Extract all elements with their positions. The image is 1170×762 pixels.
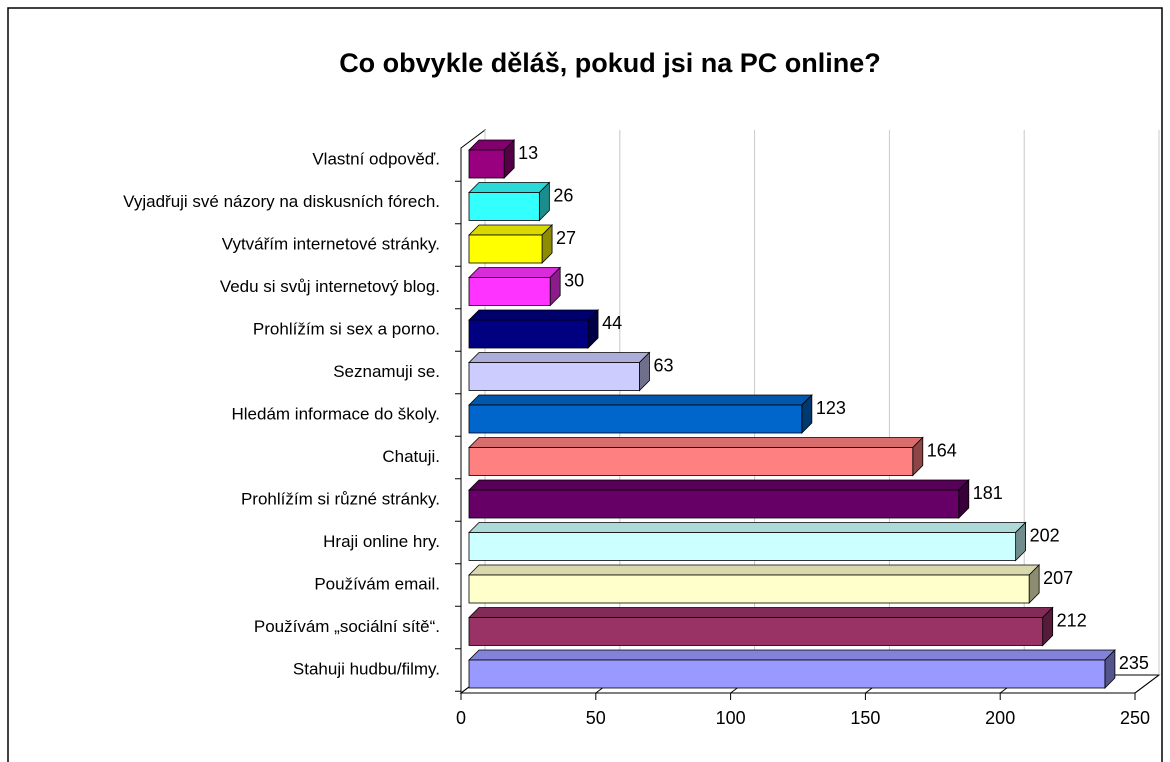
bar-front	[468, 234, 543, 264]
bar-top	[468, 649, 1116, 661]
bar	[468, 139, 516, 179]
bar	[468, 351, 651, 392]
y-tick-label: Používám email.	[314, 574, 440, 593]
bar	[468, 309, 600, 349]
bar-top	[468, 607, 1054, 618]
value-label: 164	[927, 440, 957, 460]
bar-top	[468, 352, 651, 363]
value-label: 30	[564, 270, 584, 290]
bar	[468, 394, 813, 434]
bar-front	[468, 532, 1017, 561]
bar	[468, 649, 1116, 689]
value-label: 181	[973, 483, 1003, 503]
bar-top	[468, 437, 924, 448]
value-label: 63	[653, 355, 673, 375]
value-label: 207	[1043, 568, 1073, 588]
bar-front	[468, 277, 551, 306]
bar-top	[468, 182, 551, 193]
value-label: 44	[602, 313, 622, 333]
y-tick-label: Používám „sociální sítě“.	[254, 617, 440, 636]
x-tick-label: 0	[456, 708, 466, 728]
bar	[468, 564, 1041, 604]
bar	[468, 479, 970, 519]
bar-front	[468, 489, 960, 519]
value-label: 27	[556, 228, 576, 248]
bar-front	[468, 319, 589, 349]
chart-title: Co obvykle děláš, pokud jsi na PC online…	[339, 48, 881, 78]
value-label: 13	[518, 143, 538, 163]
x-tick-label: 200	[985, 708, 1015, 728]
floor-grid	[1134, 674, 1160, 694]
bar-top	[468, 224, 554, 236]
bar-front	[468, 659, 1106, 689]
y-tick-label: Hledám informace do školy.	[232, 404, 441, 423]
bar	[468, 521, 1027, 562]
x-tick-label: 150	[850, 708, 880, 728]
y-tick-label: Vytvářím internetové stránky.	[222, 234, 440, 253]
value-label: 202	[1030, 525, 1060, 545]
y-tick-label: Vlastní odpověď.	[312, 149, 440, 168]
bar-front	[468, 574, 1030, 604]
y-tick-label: Stahuji hudbu/filmy.	[293, 659, 440, 678]
bar-front	[468, 617, 1044, 646]
x-tick-label: 250	[1120, 708, 1150, 728]
value-label: 212	[1057, 610, 1087, 630]
y-tick-label: Prohlížím si sex a porno.	[253, 319, 440, 338]
bar-front	[468, 362, 640, 391]
bar-top	[468, 564, 1041, 576]
bar-top	[468, 522, 1027, 533]
y-tick-label: Vedu si svůj internetový blog.	[220, 277, 440, 296]
bar	[468, 266, 562, 307]
bar-top	[468, 394, 813, 406]
y-tick-label: Vyjadřuji své názory na diskusních fórec…	[123, 192, 440, 211]
bar	[468, 606, 1054, 647]
bar-top	[468, 309, 600, 321]
y-tick-label: Hraji online hry.	[323, 532, 440, 551]
y-tick-label: Prohlížím si různé stránky.	[241, 489, 440, 508]
bar-top	[468, 479, 970, 491]
bar-front	[468, 192, 540, 221]
bar	[468, 436, 924, 477]
y-tick-label: Chatuji.	[382, 447, 440, 466]
value-label: 235	[1119, 653, 1149, 673]
bar	[468, 181, 551, 222]
value-label: 26	[553, 185, 573, 205]
bar-front	[468, 149, 505, 179]
bar	[468, 224, 554, 264]
y-tick-label: Seznamuji se.	[333, 362, 440, 381]
x-tick-label: 100	[716, 708, 746, 728]
bar-front	[468, 404, 803, 434]
bar-top	[468, 267, 562, 278]
value-label: 123	[816, 398, 846, 418]
bar-front	[468, 447, 914, 476]
x-tick-label: 50	[586, 708, 606, 728]
